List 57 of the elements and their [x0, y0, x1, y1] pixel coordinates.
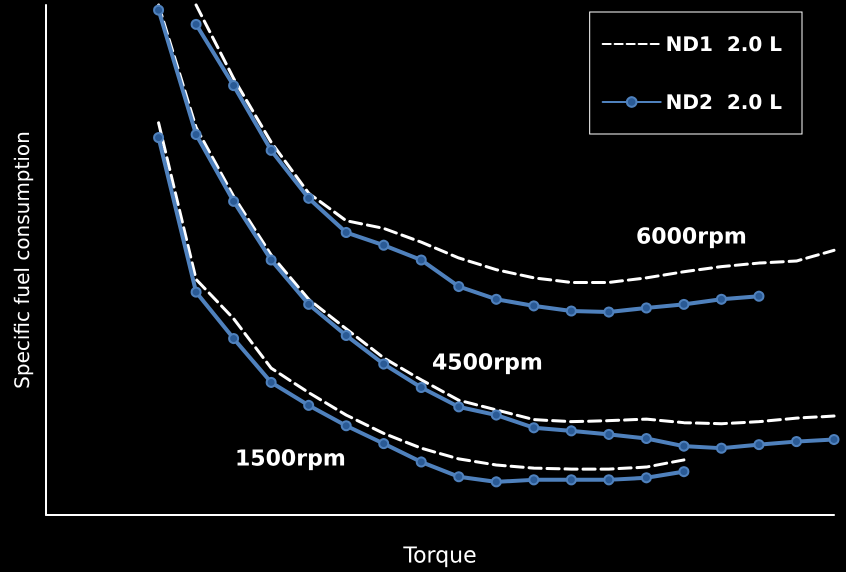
- point: [528, 300, 540, 312]
- point: [416, 456, 427, 468]
- point: [340, 226, 352, 238]
- point: [190, 286, 202, 298]
- legend-label: ND1 2.0 L: [666, 32, 782, 56]
- point: [378, 438, 390, 450]
- point: [716, 442, 727, 454]
- point: [228, 196, 240, 207]
- legend-label: ND2 2.0 L: [666, 90, 782, 114]
- point: [790, 436, 802, 448]
- point: [678, 466, 690, 478]
- point: [753, 439, 764, 450]
- point: [190, 129, 202, 140]
- annotation: 4500rpm: [432, 350, 543, 376]
- point: [266, 376, 277, 388]
- point: [453, 471, 464, 482]
- annotation: 6000rpm: [636, 224, 747, 250]
- point: [566, 425, 577, 436]
- x-axis-title: Torque: [402, 544, 477, 568]
- point: [303, 192, 314, 204]
- point: [453, 401, 464, 412]
- point: [716, 294, 727, 305]
- point: [603, 474, 614, 486]
- point: [340, 330, 352, 341]
- point: [490, 294, 502, 305]
- point: [340, 420, 352, 432]
- point: [303, 298, 314, 310]
- point: [566, 474, 577, 486]
- point: [753, 290, 764, 302]
- point: [566, 306, 577, 316]
- point: [453, 281, 464, 292]
- point: [153, 132, 164, 144]
- point: [640, 472, 652, 484]
- point: [378, 358, 390, 370]
- y-axis-title: Specific fuel consumption: [10, 131, 34, 389]
- point: [828, 434, 840, 446]
- point: [266, 144, 277, 156]
- point: [603, 306, 614, 318]
- point: [490, 476, 502, 488]
- point: [640, 433, 652, 444]
- point: [490, 410, 502, 421]
- point: [266, 254, 277, 266]
- annotation: 1500rpm: [235, 446, 346, 472]
- point: [528, 422, 540, 434]
- point: [678, 440, 690, 452]
- point: [678, 298, 690, 310]
- point: [416, 382, 427, 393]
- point: [416, 254, 427, 266]
- point: [190, 18, 202, 30]
- point: [378, 240, 390, 251]
- point: [640, 302, 652, 314]
- point: [228, 80, 240, 92]
- point: [303, 400, 314, 411]
- point: [603, 428, 614, 440]
- point: [228, 333, 240, 344]
- point: [528, 474, 540, 486]
- point: [153, 4, 164, 16]
